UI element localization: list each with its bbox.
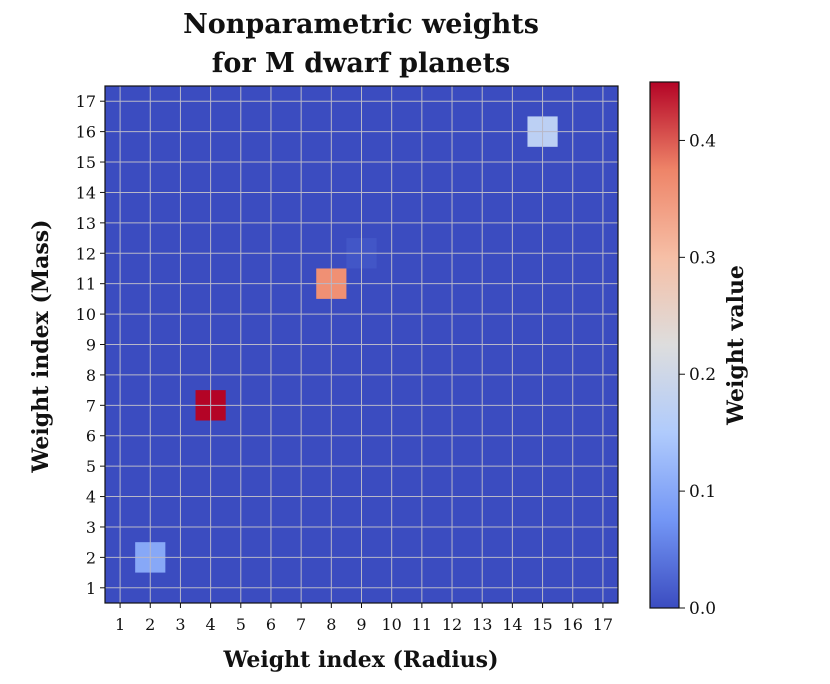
y-tick-label: 10: [76, 305, 96, 324]
y-tick-label: 17: [76, 92, 96, 111]
y-tick-label: 4: [86, 488, 96, 507]
colorbar-tick-label: 0.1: [689, 482, 716, 502]
y-tick-label: 16: [76, 123, 96, 142]
y-tick-label: 8: [86, 366, 96, 385]
x-tick-label: 9: [356, 615, 366, 634]
plot-area: [104, 85, 619, 604]
x-axis-ticks: 1 2 3 4 5 6 7 8 9 10 11 12 13 14 15 16 17: [115, 603, 613, 634]
x-tick-label: 7: [296, 615, 306, 634]
colorbar: 0.0 0.1 0.2 0.3 0.4: [649, 81, 716, 619]
y-tick-label: 1: [86, 579, 96, 598]
y-tick-label: 6: [86, 427, 96, 446]
y-tick-label: 9: [86, 336, 96, 355]
x-tick-label: 5: [236, 615, 246, 634]
x-tick-label: 8: [326, 615, 336, 634]
x-tick-label: 12: [442, 615, 462, 634]
y-axis-label: Weight index (Mass): [28, 219, 54, 473]
y-tick-label: 2: [86, 548, 96, 567]
x-tick-label: 15: [532, 615, 552, 634]
y-tick-label: 5: [86, 457, 96, 476]
colorbar-tick-label: 0.0: [689, 599, 716, 619]
chart-title-line-1: Nonparametric weights: [183, 9, 539, 40]
x-tick-label: 13: [472, 615, 492, 634]
x-tick-label: 10: [381, 615, 401, 634]
x-tick-label: 11: [412, 615, 432, 634]
y-tick-label: 12: [76, 244, 96, 263]
colorbar-tick-label: 0.2: [689, 365, 716, 385]
y-tick-label: 3: [86, 518, 96, 537]
y-tick-label: 7: [86, 396, 96, 415]
y-tick-label: 14: [76, 183, 96, 202]
x-tick-label: 16: [563, 615, 583, 634]
x-tick-label: 6: [266, 615, 276, 634]
colorbar-tick-label: 0.4: [689, 131, 716, 151]
x-tick-label: 2: [145, 615, 155, 634]
colorbar-tick-label: 0.3: [689, 248, 716, 268]
y-tick-label: 11: [76, 275, 96, 294]
y-tick-label: 15: [76, 153, 96, 172]
colorbar-gradient: [649, 81, 680, 609]
x-tick-label: 1: [115, 615, 125, 634]
x-tick-label: 17: [593, 615, 613, 634]
chart-title-line-2: for M dwarf planets: [212, 48, 511, 79]
x-axis-label: Weight index (Radius): [223, 647, 499, 673]
colorbar-label: Weight value: [723, 265, 749, 426]
y-tick-label: 13: [76, 214, 96, 233]
x-tick-label: 14: [502, 615, 522, 634]
x-tick-label: 3: [175, 615, 185, 634]
x-tick-label: 4: [206, 615, 216, 634]
